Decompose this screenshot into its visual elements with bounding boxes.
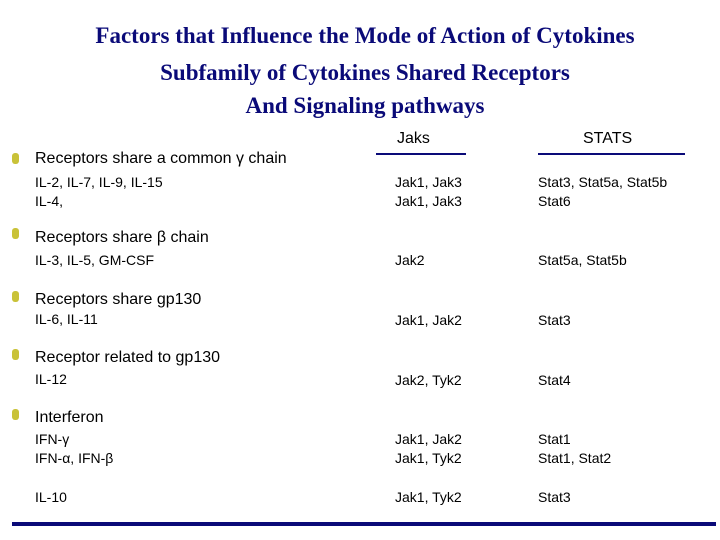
cytokines-related-gp130: IL-12 xyxy=(35,371,67,387)
cytokines-common-gamma: IL-2, IL-7, IL-9, IL-15 IL-4, xyxy=(35,174,163,209)
stats-interferon: Stat1 Stat1, Stat2 xyxy=(538,431,612,466)
bullet-icon xyxy=(12,291,19,302)
title-line-1: Factors that Influence the Mode of Actio… xyxy=(95,23,635,48)
jaks-interferon: Jak1, Jak2 Jak1, Tyk2 xyxy=(395,431,462,466)
bullet-icon xyxy=(12,409,19,420)
cytokines-interferon: IFN-γ IFN-α, IFN-β xyxy=(35,431,114,466)
stats-related-gp130: Stat4 xyxy=(538,372,571,388)
stats-column-header: STATS xyxy=(583,130,633,147)
jaks-gp130: Jak1, Jak2 xyxy=(395,312,462,328)
group-label-common-gamma: Receptors share a common γ chain xyxy=(35,150,287,167)
stats-gp130: Stat3 xyxy=(538,312,571,328)
group-label-beta-chain: Receptors share β chain xyxy=(35,229,209,246)
bullet-icon xyxy=(12,349,19,360)
cytokines-beta-chain: IL-3, IL-5, GM-CSF xyxy=(35,252,155,268)
jaks-beta-chain: Jak2 xyxy=(395,252,425,268)
bottom-divider xyxy=(12,522,716,526)
bullet-icon xyxy=(12,228,19,239)
jaks-column-header: Jaks xyxy=(397,130,430,147)
group-label-related-gp130: Receptor related to gp130 xyxy=(35,349,221,366)
stats-beta-chain: Stat5a, Stat5b xyxy=(538,252,627,268)
title-line-2: Subfamily of Cytokines Shared Receptors xyxy=(160,60,570,85)
stats-header-rule xyxy=(538,153,685,155)
group-label-gp130: Receptors share gp130 xyxy=(35,291,202,308)
group-label-interferon: Interferon xyxy=(35,409,104,426)
jaks-header-rule xyxy=(376,153,466,155)
cytokines-gp130: IL-6, IL-11 xyxy=(35,311,98,327)
cytokines-il10: IL-10 xyxy=(35,489,67,505)
stats-il10: Stat3 xyxy=(538,489,571,505)
jaks-il10: Jak1, Tyk2 xyxy=(395,489,462,505)
stats-common-gamma: Stat3, Stat5a, Stat5b Stat6 xyxy=(538,174,668,209)
jaks-related-gp130: Jak2, Tyk2 xyxy=(395,372,462,388)
title-line-3: And Signaling pathways xyxy=(245,93,485,118)
jaks-common-gamma: Jak1, Jak3 Jak1, Jak3 xyxy=(395,174,462,209)
bullet-icon xyxy=(12,153,19,164)
